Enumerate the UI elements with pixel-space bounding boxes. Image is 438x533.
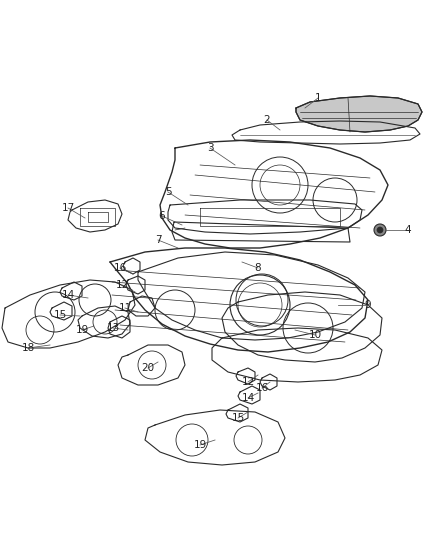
Text: 15: 15 — [53, 310, 67, 320]
Text: 20: 20 — [141, 363, 155, 373]
Text: 14: 14 — [241, 393, 254, 403]
Text: 11: 11 — [118, 303, 132, 313]
Text: 4: 4 — [405, 225, 411, 235]
Text: 18: 18 — [21, 343, 35, 353]
Text: 7: 7 — [155, 235, 161, 245]
Text: 6: 6 — [159, 211, 165, 221]
Text: 12: 12 — [241, 377, 254, 387]
Text: 1: 1 — [314, 93, 321, 103]
Text: 12: 12 — [115, 280, 129, 290]
Text: 5: 5 — [165, 187, 171, 197]
Text: 16: 16 — [255, 383, 268, 393]
Circle shape — [374, 224, 386, 236]
Text: 9: 9 — [365, 300, 371, 310]
Text: 16: 16 — [113, 263, 127, 273]
Text: 19: 19 — [193, 440, 207, 450]
Text: 10: 10 — [308, 330, 321, 340]
Circle shape — [377, 227, 383, 233]
Text: 14: 14 — [61, 290, 74, 300]
Text: 15: 15 — [231, 413, 245, 423]
Text: 17: 17 — [61, 203, 74, 213]
Text: 3: 3 — [207, 143, 213, 153]
Text: 19: 19 — [75, 325, 88, 335]
Text: 8: 8 — [254, 263, 261, 273]
Text: 2: 2 — [264, 115, 270, 125]
Text: 13: 13 — [106, 323, 120, 333]
Polygon shape — [296, 96, 422, 132]
